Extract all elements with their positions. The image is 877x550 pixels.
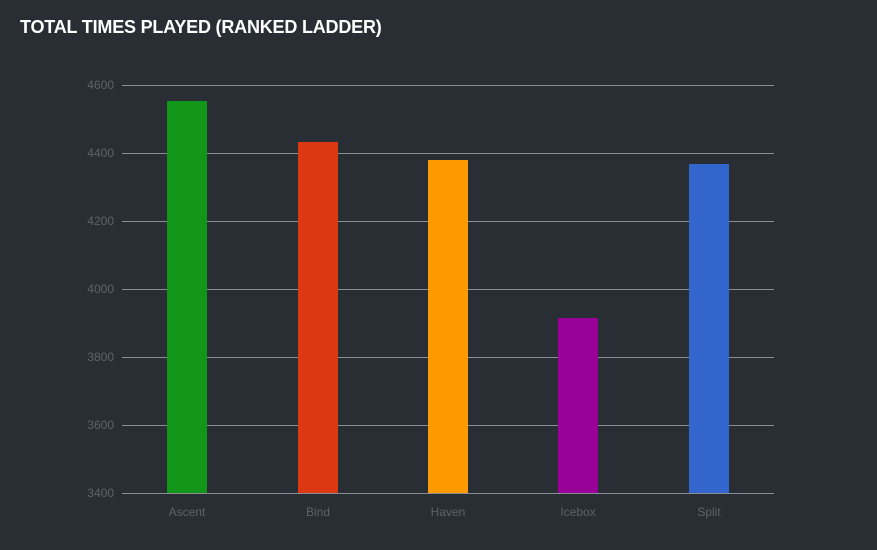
- y-tick-label: 4400: [87, 146, 114, 160]
- gridline: [122, 493, 774, 494]
- chart-title: TOTAL TIMES PLAYED (RANKED LADDER): [20, 17, 382, 37]
- bar-icebox: [558, 318, 598, 493]
- bar-ascent: [167, 101, 207, 493]
- y-tick-label: 3800: [87, 350, 114, 364]
- x-tick-label: Icebox: [560, 505, 596, 519]
- bar-bind: [298, 142, 338, 493]
- y-tick-label: 3400: [87, 486, 114, 500]
- y-tick-label: 4000: [87, 282, 114, 296]
- gridline: [122, 153, 774, 154]
- y-tick-label: 3600: [87, 418, 114, 432]
- x-tick-label: Bind: [305, 505, 331, 519]
- y-tick-label: 4200: [87, 214, 114, 228]
- gridline: [122, 85, 774, 86]
- x-tick-label: Split: [697, 505, 721, 519]
- bar-split: [689, 164, 729, 493]
- x-tick-label: Haven: [430, 505, 466, 519]
- x-tick-label: Ascent: [168, 505, 206, 519]
- bar-haven: [428, 160, 468, 493]
- y-tick-label: 4600: [87, 78, 114, 92]
